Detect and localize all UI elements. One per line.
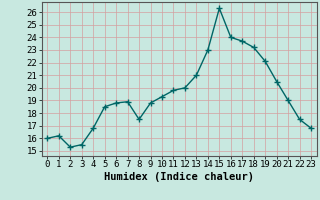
X-axis label: Humidex (Indice chaleur): Humidex (Indice chaleur) [104,172,254,182]
